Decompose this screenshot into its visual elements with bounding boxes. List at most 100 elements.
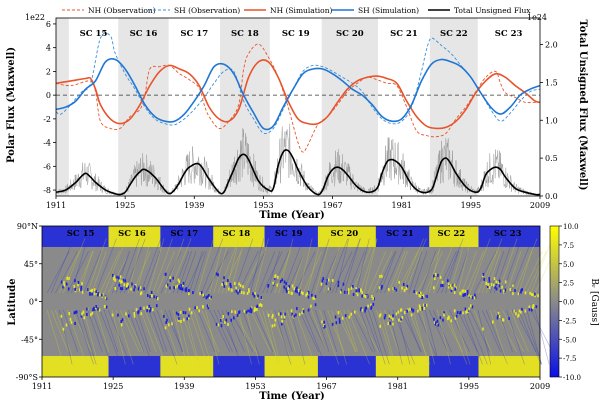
poleward-streak xyxy=(71,309,92,352)
active-region xyxy=(126,283,128,287)
poleward-streak xyxy=(477,309,492,365)
cycle-shading xyxy=(56,18,478,196)
poleward-streak xyxy=(420,309,435,365)
cycle-label: SC 23 xyxy=(495,29,523,39)
y-axis-ticks: -90°S -45° 0° 45° 90°N xyxy=(16,222,42,382)
active-region xyxy=(450,289,453,293)
active-region xyxy=(256,307,258,311)
active-region xyxy=(524,309,527,313)
active-region xyxy=(133,288,135,292)
active-region xyxy=(237,291,239,295)
active-region xyxy=(283,280,286,284)
active-region xyxy=(165,320,167,324)
active-region xyxy=(320,282,323,286)
active-region xyxy=(60,280,63,284)
active-region xyxy=(373,297,375,301)
active-region xyxy=(535,305,538,309)
active-region xyxy=(443,311,446,315)
active-region xyxy=(339,290,342,294)
poleward-streak xyxy=(331,251,353,294)
active-region xyxy=(495,282,498,286)
active-region xyxy=(146,309,148,313)
poleward-streak xyxy=(497,309,513,352)
y-tick-label: -6 xyxy=(43,162,51,171)
poleward-streak xyxy=(319,309,340,365)
active-region xyxy=(331,279,334,283)
south-polar-band xyxy=(160,356,214,377)
active-region xyxy=(140,312,143,316)
active-region xyxy=(323,320,326,324)
poleward-streak xyxy=(363,238,378,294)
active-region xyxy=(150,294,153,298)
active-region xyxy=(279,280,282,284)
active-region xyxy=(356,293,359,297)
active-region xyxy=(462,289,464,293)
poleward-streak xyxy=(172,309,187,365)
poleward-streak xyxy=(449,309,470,352)
active-region xyxy=(370,303,372,307)
active-region xyxy=(177,313,180,317)
poleward-streak xyxy=(432,238,457,294)
active-region xyxy=(398,318,400,322)
active-region xyxy=(102,293,104,297)
unsigned-flux-raw-line xyxy=(55,123,540,197)
poleward-streak xyxy=(485,309,508,365)
active-region xyxy=(178,280,181,284)
active-region xyxy=(74,287,77,291)
active-region xyxy=(229,282,232,286)
active-region xyxy=(267,313,270,317)
poleward-streak xyxy=(46,309,65,365)
poleward-streak xyxy=(327,309,345,352)
active-region xyxy=(101,293,103,297)
active-region xyxy=(521,288,524,292)
active-region xyxy=(452,283,454,287)
active-region xyxy=(143,306,145,310)
active-region xyxy=(252,292,254,296)
poleward-streak xyxy=(83,251,102,294)
poleward-streak xyxy=(388,309,403,365)
active-region xyxy=(279,312,282,316)
active-region xyxy=(392,314,394,318)
active-region xyxy=(470,304,472,308)
poleward-streak xyxy=(363,309,380,352)
active-region xyxy=(322,277,325,281)
y-axis-ticks: -8 -6 -4 -2 0 2 4 6 xyxy=(43,20,56,195)
active-region xyxy=(497,281,500,285)
active-region xyxy=(387,322,390,326)
poleward-streak xyxy=(347,309,370,365)
x-axis-ticks: 1911 1925 1939 1953 1967 1981 1995 2009 xyxy=(46,196,550,210)
active-region xyxy=(419,291,422,295)
poleward-streak xyxy=(115,251,130,294)
active-region xyxy=(200,291,203,295)
active-region xyxy=(116,275,118,279)
active-region xyxy=(90,313,92,317)
active-region xyxy=(148,304,150,308)
active-region xyxy=(80,314,83,318)
y2-offset-label: 1e24 xyxy=(527,13,547,22)
active-region xyxy=(341,316,344,320)
active-region xyxy=(246,291,249,295)
active-region xyxy=(420,307,423,311)
active-region xyxy=(149,309,151,313)
active-region xyxy=(238,282,240,286)
cycle-label: SC 18 xyxy=(223,229,251,239)
active-region xyxy=(256,304,259,308)
active-region xyxy=(99,293,101,297)
poleward-streak xyxy=(493,238,514,294)
y-axis-label: Latitude xyxy=(7,278,18,325)
poleward-streak xyxy=(270,251,290,294)
active-region xyxy=(482,272,485,276)
cycle-label: SC 22 xyxy=(437,229,465,239)
active-region xyxy=(483,277,485,281)
cycle-label: SC 21 xyxy=(386,229,414,239)
poleward-streak xyxy=(79,309,97,365)
active-region xyxy=(166,318,168,322)
active-region xyxy=(287,287,290,291)
active-region xyxy=(230,318,233,322)
x-tick-label: 2009 xyxy=(530,201,550,210)
active-region xyxy=(299,289,301,293)
cycle-shade xyxy=(219,18,270,196)
poleward-streak xyxy=(380,309,396,365)
active-region xyxy=(220,324,223,328)
active-region xyxy=(239,284,242,288)
